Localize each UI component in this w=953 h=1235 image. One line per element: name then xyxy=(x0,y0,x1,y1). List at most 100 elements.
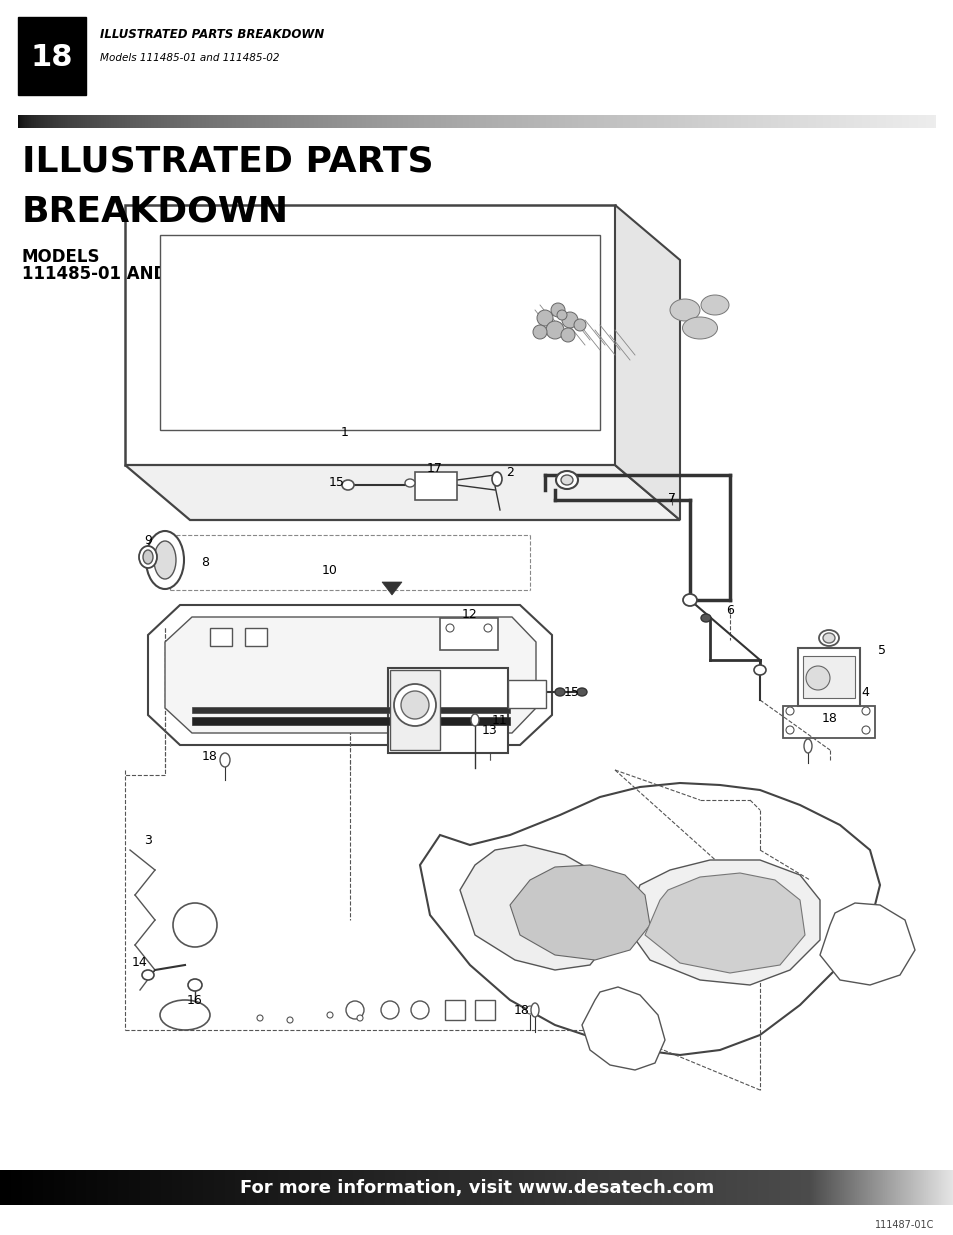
Text: 10: 10 xyxy=(322,563,337,577)
Ellipse shape xyxy=(803,739,811,753)
Text: 16: 16 xyxy=(187,993,203,1007)
Ellipse shape xyxy=(446,624,454,632)
Ellipse shape xyxy=(346,1002,364,1019)
Ellipse shape xyxy=(574,319,585,331)
Ellipse shape xyxy=(146,531,184,589)
Ellipse shape xyxy=(533,325,546,338)
Polygon shape xyxy=(160,235,599,430)
Polygon shape xyxy=(419,783,879,1055)
Text: 15: 15 xyxy=(563,685,579,699)
Bar xyxy=(210,629,232,646)
Ellipse shape xyxy=(531,1003,538,1016)
Ellipse shape xyxy=(327,1011,333,1018)
Ellipse shape xyxy=(256,1015,263,1021)
Ellipse shape xyxy=(700,295,728,315)
Text: 18: 18 xyxy=(821,711,837,725)
Ellipse shape xyxy=(160,1000,210,1030)
Ellipse shape xyxy=(551,303,564,317)
Ellipse shape xyxy=(681,317,717,338)
Ellipse shape xyxy=(220,753,230,767)
Text: 7: 7 xyxy=(667,492,676,505)
Ellipse shape xyxy=(785,706,793,715)
Polygon shape xyxy=(125,466,679,520)
Ellipse shape xyxy=(577,688,586,697)
Text: 18: 18 xyxy=(30,43,73,73)
Ellipse shape xyxy=(805,666,829,690)
Bar xyxy=(245,629,267,646)
Ellipse shape xyxy=(400,692,429,719)
Ellipse shape xyxy=(525,1007,534,1014)
Text: ILLUSTRATED PARTS BREAKDOWN: ILLUSTRATED PARTS BREAKDOWN xyxy=(100,28,324,42)
Ellipse shape xyxy=(555,688,564,697)
Polygon shape xyxy=(381,582,401,595)
Bar xyxy=(797,648,859,706)
Ellipse shape xyxy=(822,634,834,643)
Ellipse shape xyxy=(785,726,793,734)
Ellipse shape xyxy=(341,480,354,490)
Ellipse shape xyxy=(545,321,563,338)
Ellipse shape xyxy=(172,903,216,947)
Text: 11: 11 xyxy=(492,714,507,726)
Ellipse shape xyxy=(862,726,869,734)
Text: 14: 14 xyxy=(132,956,148,969)
Polygon shape xyxy=(192,706,510,713)
Text: 17: 17 xyxy=(427,462,442,474)
Ellipse shape xyxy=(492,472,501,487)
Polygon shape xyxy=(644,873,804,973)
Bar xyxy=(782,706,874,739)
Ellipse shape xyxy=(380,1002,398,1019)
Ellipse shape xyxy=(700,614,710,622)
Bar xyxy=(444,1000,464,1020)
Polygon shape xyxy=(192,718,510,725)
Bar xyxy=(475,1000,495,1020)
Bar xyxy=(415,472,456,500)
Ellipse shape xyxy=(682,594,697,606)
Ellipse shape xyxy=(483,624,492,632)
Ellipse shape xyxy=(556,471,578,489)
Text: BREAKDOWN: BREAKDOWN xyxy=(22,195,289,228)
Text: 6: 6 xyxy=(725,604,733,616)
Bar xyxy=(18,17,86,95)
Text: 3: 3 xyxy=(144,834,152,846)
Ellipse shape xyxy=(537,310,553,326)
Text: 18: 18 xyxy=(202,750,217,762)
Ellipse shape xyxy=(560,329,575,342)
Text: Models 111485-01 and 111485-02: Models 111485-01 and 111485-02 xyxy=(100,53,279,63)
Polygon shape xyxy=(148,605,552,745)
Polygon shape xyxy=(165,618,536,734)
Ellipse shape xyxy=(142,969,153,981)
Ellipse shape xyxy=(188,979,202,990)
Ellipse shape xyxy=(561,312,578,329)
Ellipse shape xyxy=(560,475,573,485)
Ellipse shape xyxy=(139,546,157,568)
Polygon shape xyxy=(581,987,664,1070)
Text: 18: 18 xyxy=(514,1004,529,1016)
Text: 15: 15 xyxy=(329,477,345,489)
Ellipse shape xyxy=(753,664,765,676)
Polygon shape xyxy=(125,205,615,466)
Polygon shape xyxy=(459,845,615,969)
Text: For more information, visit www.desatech.com: For more information, visit www.desatech… xyxy=(239,1178,714,1197)
Polygon shape xyxy=(615,205,679,520)
Ellipse shape xyxy=(471,714,478,726)
Bar xyxy=(388,668,507,753)
Ellipse shape xyxy=(557,310,566,320)
Text: 4: 4 xyxy=(861,687,868,699)
Ellipse shape xyxy=(862,706,869,715)
Bar xyxy=(390,671,439,750)
Ellipse shape xyxy=(153,541,175,579)
Text: 1: 1 xyxy=(341,426,349,438)
Text: 111487-01C: 111487-01C xyxy=(874,1220,933,1230)
Ellipse shape xyxy=(143,550,152,564)
Text: 13: 13 xyxy=(481,724,497,736)
Polygon shape xyxy=(510,864,649,960)
Ellipse shape xyxy=(356,1015,363,1021)
Text: 12: 12 xyxy=(461,609,477,621)
Text: 9: 9 xyxy=(144,534,152,547)
Polygon shape xyxy=(820,903,914,986)
Text: 2: 2 xyxy=(505,467,514,479)
Ellipse shape xyxy=(411,1002,429,1019)
Text: 111485-01 AND 111485-02: 111485-01 AND 111485-02 xyxy=(22,266,272,283)
Text: 5: 5 xyxy=(877,643,885,657)
Ellipse shape xyxy=(818,630,838,646)
